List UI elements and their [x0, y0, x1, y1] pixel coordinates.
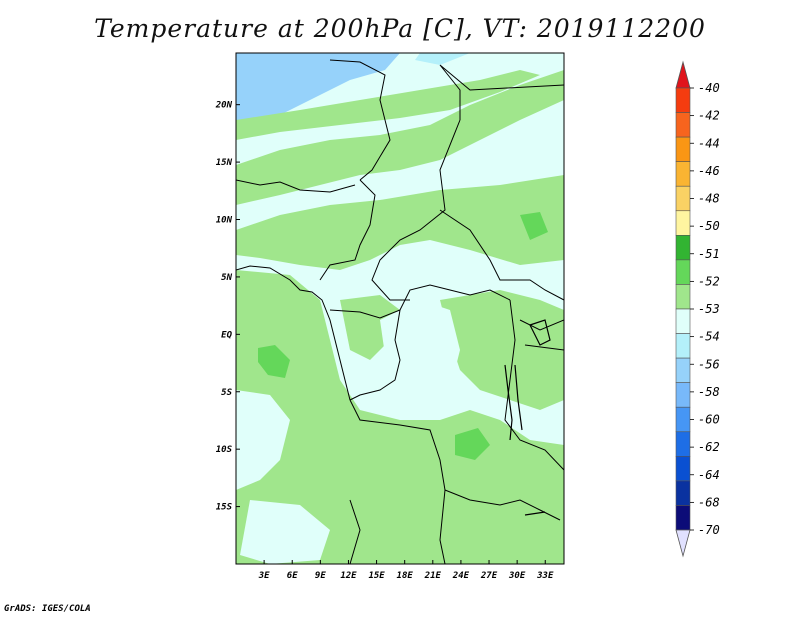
legend-color-box [675, 259, 691, 285]
legend-label: -62 [698, 440, 720, 454]
lat-tick-label: 15S [216, 503, 233, 513]
lon-tick-label: 33E [536, 571, 554, 581]
band-minus-56-fill-small [415, 53, 470, 65]
legend-label: -48 [698, 192, 720, 206]
band-minus-53-fill [236, 270, 564, 564]
band-minus-54-patch [240, 500, 330, 564]
lat-tick-label: 15N [216, 158, 233, 168]
lon-tick-label: 24E [452, 571, 470, 581]
legend-label: -54 [698, 330, 720, 344]
legend-color-box [675, 87, 691, 113]
legend-color-box [675, 308, 691, 334]
country-borders [236, 59, 564, 564]
legend-label: -46 [698, 164, 720, 178]
band-minus-52-fill [258, 345, 290, 378]
latitude-axis: 20N 15N 10N 5N EQ 5S 10S 15S [215, 101, 240, 513]
lakes [504, 319, 551, 516]
legend-color-box [675, 136, 691, 162]
legend-label: -58 [698, 385, 720, 399]
footer-credit: GrADS: IGES/COLA [4, 604, 91, 614]
lon-tick-label: 12E [340, 571, 357, 581]
legend-color-box [675, 284, 691, 310]
band-minus-53-fill [236, 175, 564, 270]
lat-tick-label: EQ [221, 330, 232, 340]
legend-color-box [675, 480, 691, 506]
legend-bottom-arrow [675, 529, 691, 558]
band-minus-54-patch [236, 390, 290, 490]
color-legend: -40 -42 -44 -46 -48 -50 -51 -52 -53 -54 -56 -58 -60 -… [675, 60, 720, 558]
legend-color-box [675, 161, 691, 187]
legend-label: -44 [698, 136, 720, 150]
legend-label: -42 [698, 109, 720, 123]
legend-color-box [675, 210, 691, 236]
lat-tick-label: 10N [216, 216, 233, 226]
lon-tick-label: 15E [368, 571, 385, 581]
legend-color-box [675, 431, 691, 457]
legend-label: -53 [698, 302, 720, 316]
lat-tick-label: 20N [215, 101, 233, 111]
lat-tick-label: 5N [221, 273, 232, 283]
legend-color-box [675, 357, 691, 383]
band-minus-53-fill [236, 70, 540, 140]
legend-color-box [675, 456, 691, 482]
legend-color-box [675, 505, 691, 531]
band-minus-53-fill [236, 70, 564, 205]
legend-top-arrow [675, 60, 691, 89]
legend-label: -70 [698, 523, 720, 537]
band-minus-54-patch [380, 300, 460, 400]
legend-color-box [675, 235, 691, 261]
lon-tick-label: 27E [480, 571, 498, 581]
map-plot-area [236, 53, 564, 564]
legend-label: -51 [698, 247, 720, 261]
legend-label: -40 [698, 81, 720, 95]
lon-tick-label: 30E [508, 571, 526, 581]
legend-label: -68 [698, 495, 720, 509]
legend-color-box [675, 406, 691, 433]
legend-color-box [675, 112, 691, 138]
lat-tick-label: 10S [216, 445, 233, 455]
legend-color-box [675, 185, 691, 212]
lon-tick-label: 6E [287, 571, 298, 581]
legend-label: -64 [698, 468, 720, 482]
lon-tick-label: 18E [397, 571, 414, 581]
band-minus-53-fill [440, 290, 564, 410]
band-minus-52-fill [520, 212, 548, 240]
map-title: Temperature at 200hPa [C], VT: 201911220… [94, 14, 706, 43]
legend-color-box [675, 382, 691, 408]
lat-tick-label: 5S [221, 388, 232, 398]
map-frame [235, 52, 565, 565]
lon-tick-label: 21E [424, 571, 442, 581]
legend-label: -52 [698, 274, 720, 288]
longitude-axis: 3E 6E 9E 12E 15E 18E 21E 24E 27E 30E 33E [258, 560, 554, 581]
band-minus-52-fill [455, 428, 490, 460]
legend-label: -50 [698, 219, 720, 233]
lon-tick-label: 9E [315, 571, 326, 581]
lon-tick-label: 3E [258, 571, 270, 581]
legend-label: -56 [698, 357, 720, 371]
legend-label: -60 [698, 413, 720, 427]
legend-color-box [675, 333, 691, 359]
